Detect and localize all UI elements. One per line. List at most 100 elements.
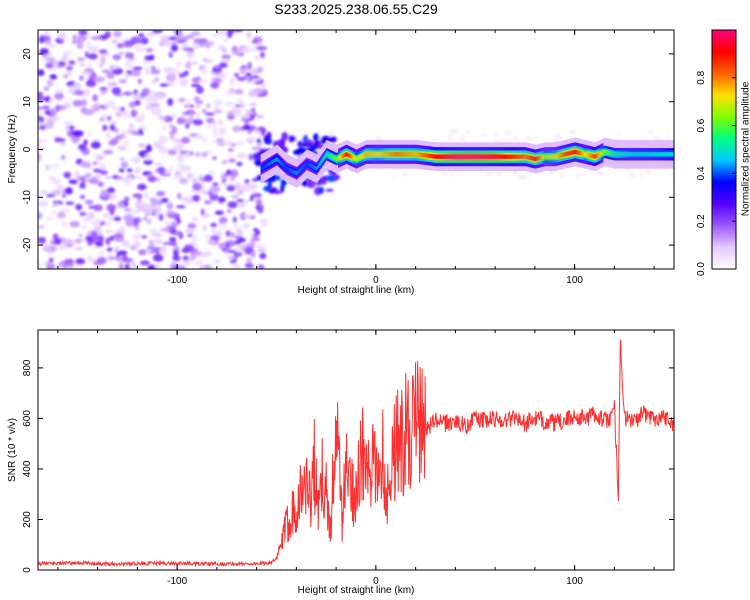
ridge-cell bbox=[665, 152, 667, 157]
ridge-cell bbox=[397, 152, 400, 157]
noise-blob bbox=[85, 79, 97, 88]
colorbar-tick-label: 0.6 bbox=[696, 118, 707, 132]
ridge-cell bbox=[441, 154, 443, 159]
ridge-cell bbox=[348, 153, 350, 158]
noise-blob bbox=[107, 82, 118, 86]
noise-blob bbox=[147, 264, 157, 269]
noise-blob bbox=[133, 233, 141, 241]
noise-blob bbox=[106, 203, 117, 212]
noise-blob bbox=[614, 138, 619, 141]
noise-blob bbox=[105, 175, 113, 180]
ridge-cell bbox=[601, 151, 603, 156]
noise-blob bbox=[193, 96, 201, 103]
x-tick-label: 100 bbox=[566, 275, 583, 286]
ridge-cell bbox=[604, 149, 606, 155]
ridge-cell bbox=[510, 154, 512, 159]
y-tick-label: 10 bbox=[22, 96, 33, 108]
ridge-cell bbox=[660, 152, 662, 157]
noise-blob bbox=[120, 161, 129, 168]
ridge-cell bbox=[629, 152, 631, 157]
noise-blob bbox=[38, 69, 45, 77]
y-tick-label: -10 bbox=[22, 190, 33, 205]
ridge-cell bbox=[443, 154, 445, 159]
noise-blob bbox=[242, 124, 252, 130]
ridge-cell bbox=[558, 153, 561, 158]
noise-blob bbox=[242, 223, 251, 229]
noise-blob bbox=[176, 192, 182, 200]
noise-blob bbox=[223, 37, 229, 43]
ridge-cell bbox=[321, 159, 323, 164]
noise-blob bbox=[111, 38, 119, 45]
noise-blob bbox=[235, 187, 239, 196]
noise-blob bbox=[192, 194, 201, 202]
ridge-cell bbox=[523, 154, 526, 159]
noise-blob bbox=[125, 51, 131, 59]
noise-blob bbox=[595, 171, 601, 174]
noise-blob bbox=[221, 222, 227, 229]
noise-blob bbox=[253, 227, 258, 232]
noise-blob bbox=[135, 43, 144, 47]
noise-blob bbox=[132, 209, 139, 213]
ridge-cell bbox=[331, 154, 333, 159]
ridge-cell bbox=[518, 154, 521, 159]
noise-blob bbox=[106, 71, 115, 79]
ridge-cell bbox=[573, 149, 576, 155]
noise-blob bbox=[78, 75, 85, 81]
noise-blob bbox=[38, 154, 43, 162]
ridge-cell bbox=[430, 153, 432, 159]
noise-blob bbox=[77, 176, 86, 180]
ridge-cell bbox=[376, 152, 379, 157]
ridge-cell bbox=[433, 154, 435, 159]
ridge-cell bbox=[396, 152, 399, 157]
noise-blob bbox=[38, 262, 42, 268]
ridge-cell bbox=[365, 152, 368, 157]
noise-blob bbox=[45, 62, 54, 69]
ridge-cell bbox=[597, 153, 599, 158]
noise-blob bbox=[118, 79, 127, 84]
ridge-cell bbox=[652, 152, 654, 157]
noise-blob bbox=[185, 50, 194, 59]
ridge-cell bbox=[431, 154, 433, 159]
ridge-cell bbox=[557, 153, 560, 159]
noise-blob bbox=[243, 201, 248, 207]
transition-blob bbox=[325, 188, 334, 192]
noise-blob bbox=[140, 112, 145, 121]
ridge-cell bbox=[551, 154, 554, 159]
ridge-cell bbox=[480, 154, 482, 159]
ridge-cell bbox=[435, 154, 437, 159]
ridge-cell bbox=[305, 162, 307, 167]
ridge-cell bbox=[276, 156, 278, 162]
ridge-cell bbox=[324, 155, 326, 160]
ridge-cell bbox=[307, 162, 309, 167]
noise-blob bbox=[160, 197, 169, 203]
ridge-cell bbox=[297, 170, 299, 175]
ridge-cell bbox=[567, 151, 570, 156]
noise-blob bbox=[97, 250, 105, 255]
noise-blob bbox=[216, 230, 223, 237]
noise-blob bbox=[226, 185, 236, 192]
noise-blob bbox=[236, 199, 245, 203]
transition-blob bbox=[326, 174, 336, 182]
transition-blob bbox=[297, 140, 303, 148]
noise-blob bbox=[250, 251, 256, 258]
ridge-cell bbox=[291, 168, 293, 174]
colorbar-frame bbox=[711, 29, 737, 270]
ridge-cell bbox=[426, 153, 428, 158]
ridge-cell bbox=[449, 154, 451, 159]
noise-blob bbox=[245, 199, 251, 203]
ridge-cell bbox=[401, 152, 404, 157]
noise-blob bbox=[143, 190, 149, 199]
ridge-cell bbox=[411, 152, 414, 157]
ridge-cell bbox=[277, 157, 279, 163]
noise-blob bbox=[214, 79, 223, 83]
noise-blob bbox=[559, 174, 565, 178]
ridge-cell bbox=[438, 154, 440, 159]
ridge-cell bbox=[672, 152, 674, 157]
ridge-cell bbox=[404, 152, 407, 157]
ridge-cell bbox=[270, 160, 272, 165]
ridge-cell bbox=[637, 152, 639, 157]
noise-blob bbox=[172, 126, 178, 134]
ridge-cell bbox=[380, 152, 383, 157]
ridge-cell bbox=[572, 150, 575, 155]
